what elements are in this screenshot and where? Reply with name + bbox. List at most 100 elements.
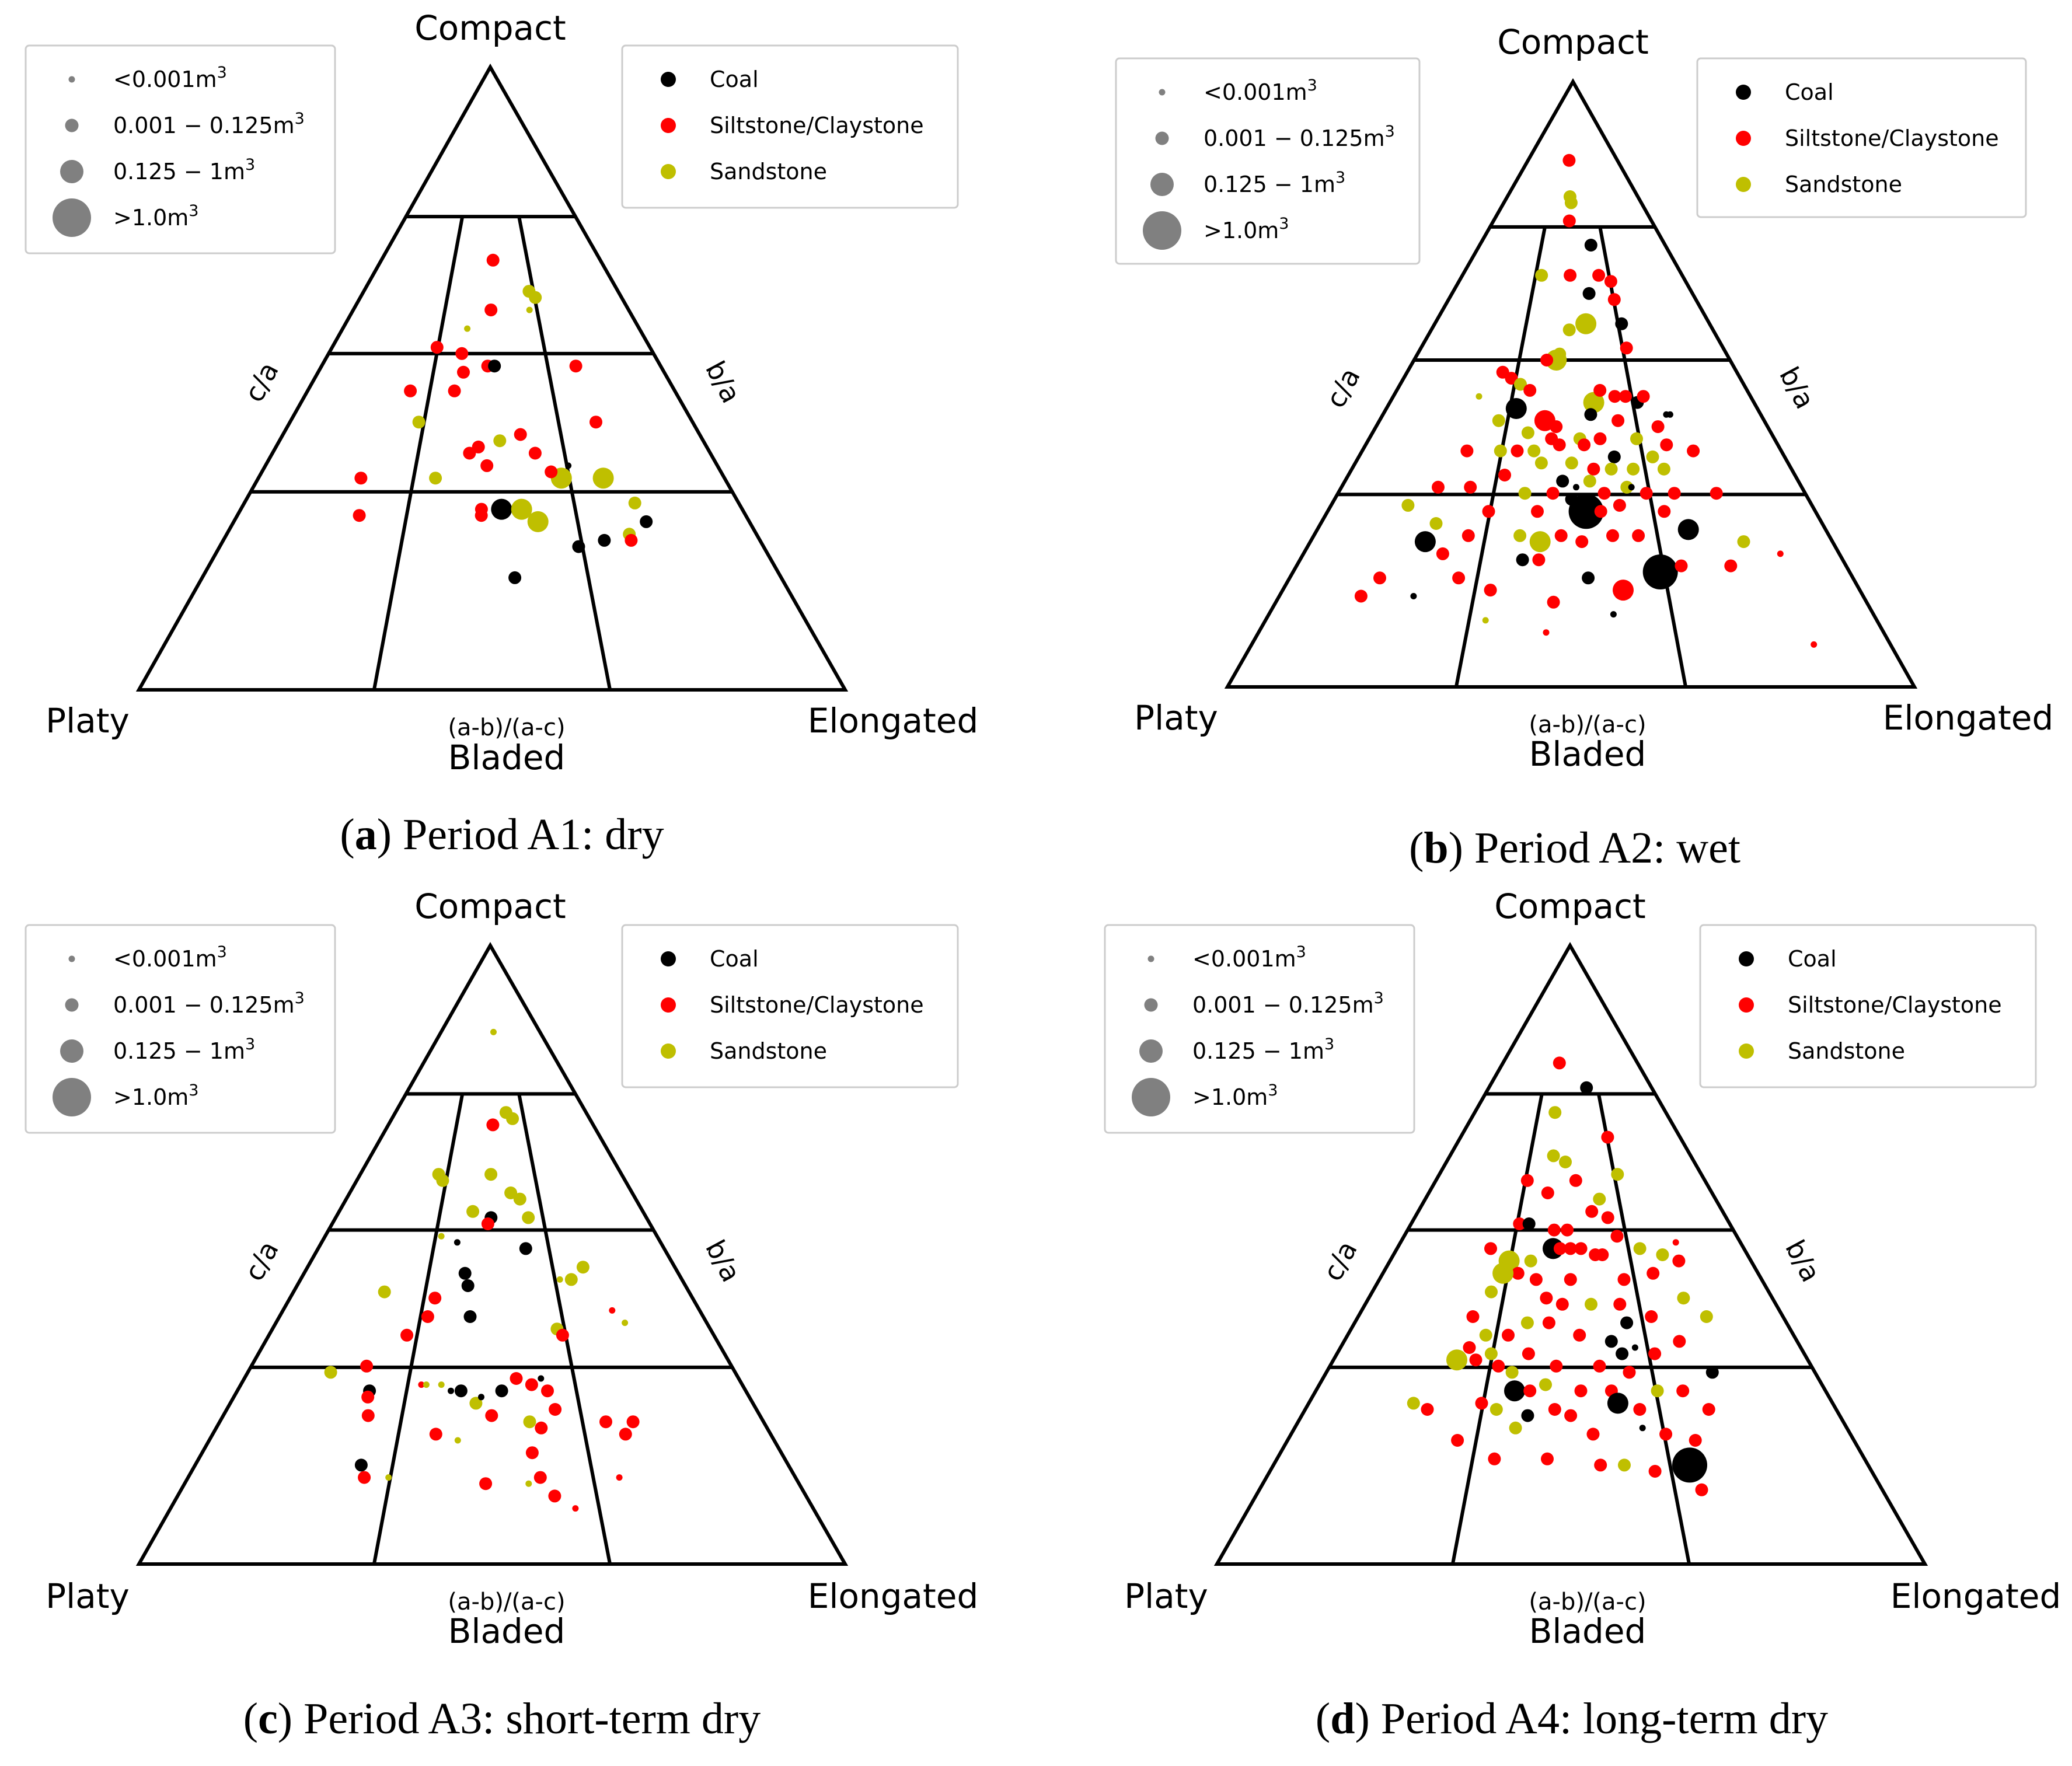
point-siltstone-10 xyxy=(1541,1186,1554,1199)
point-siltstone-79 xyxy=(1594,505,1607,518)
point-siltstone-66 xyxy=(1593,1359,1606,1373)
panel-b: Compact Platy Elongated (a-b)/(a-c)Bladed c/… xyxy=(1115,22,2054,872)
point-siltstone-55 xyxy=(429,1428,442,1441)
point-siltstone-22 xyxy=(1523,383,1537,397)
lithology-legend-label-siltstone: Siltstone/Claystone xyxy=(1788,992,2002,1018)
point-siltstone-34 xyxy=(361,1390,375,1404)
size-legend-marker-2 xyxy=(65,118,79,132)
slanted-divider-left xyxy=(1450,1093,1544,1565)
size-legend-marker-1 xyxy=(68,955,75,962)
point-coal-44 xyxy=(495,1384,508,1398)
point-coal-36 xyxy=(640,515,653,528)
point-siltstone-14 xyxy=(1513,1217,1526,1230)
lithology-legend-marker-sandstone xyxy=(661,1043,676,1059)
left-axis-label-ca: c/a xyxy=(238,1235,285,1286)
right-label-elongated: Elongated xyxy=(808,1576,979,1616)
point-siltstone-91 xyxy=(1632,529,1645,542)
lithology-legend-label-sandstone: Sandstone xyxy=(1788,1038,1905,1064)
point-siltstone-49 xyxy=(361,1409,375,1422)
point-coal-96 xyxy=(1642,554,1678,589)
point-siltstone-35 xyxy=(418,1381,425,1388)
point-coal-9 xyxy=(1582,287,1596,300)
point-siltstone-64 xyxy=(572,1505,579,1512)
point-coal-91 xyxy=(1672,1447,1707,1483)
point-siltstone-73 xyxy=(1668,487,1681,500)
point-coal-83 xyxy=(1607,1392,1628,1414)
point-siltstone-25 xyxy=(545,465,558,479)
lithology-legend-marker-sandstone xyxy=(1739,1043,1754,1059)
size-legend-marker-3 xyxy=(1139,1039,1163,1063)
lithology-legend-marker-siltstone xyxy=(1736,131,1751,146)
point-sandstone-59 xyxy=(385,1474,392,1481)
point-coal-61 xyxy=(1556,474,1569,488)
point-coal-59 xyxy=(1631,1344,1638,1351)
point-siltstone-20 xyxy=(1496,365,1509,379)
bottom-axis-label: (a-b)/(a-c) xyxy=(448,1589,565,1615)
right-label-elongated: Elongated xyxy=(1883,698,2054,738)
size-legend-box xyxy=(25,924,336,1134)
point-siltstone-20 xyxy=(463,446,476,460)
point-siltstone-24 xyxy=(1564,1242,1577,1255)
lithology-legend-marker-siltstone xyxy=(661,997,676,1013)
point-siltstone-53 xyxy=(619,1428,632,1441)
point-sandstone-13 xyxy=(1575,313,1597,334)
point-siltstone-74 xyxy=(1710,487,1723,500)
point-siltstone-17 xyxy=(1561,1223,1574,1237)
point-siltstone-54 xyxy=(1673,1335,1686,1348)
point-sandstone-25 xyxy=(1583,392,1604,413)
point-siltstone-18 xyxy=(1540,354,1554,367)
point-siltstone-21 xyxy=(1672,1239,1679,1246)
point-coal-80 xyxy=(1521,1409,1534,1422)
size-legend-marker-2 xyxy=(65,998,79,1012)
right-axis-label-ba: b/a xyxy=(699,1235,747,1287)
top-label-compact: Compact xyxy=(414,887,566,926)
point-siltstone-60 xyxy=(525,1446,539,1460)
lithology-legend-label-coal: Coal xyxy=(1788,946,1837,972)
point-sandstone-59 xyxy=(1657,462,1670,476)
point-siltstone-93 xyxy=(1436,547,1449,560)
bottom-label-bladed: Bladed xyxy=(448,1611,566,1651)
point-sandstone-50 xyxy=(523,1415,536,1429)
point-siltstone-27 xyxy=(354,472,368,485)
point-siltstone-42 xyxy=(1613,1297,1627,1311)
point-sandstone-41 xyxy=(1585,1297,1597,1311)
point-coal-57 xyxy=(354,1458,368,1472)
ternary-outline xyxy=(135,63,849,692)
point-siltstone-63 xyxy=(548,1489,561,1503)
point-sandstone-54 xyxy=(1534,456,1548,470)
ternary-outline xyxy=(1213,941,1928,1566)
lithology-legend-marker-siltstone xyxy=(661,118,676,133)
scatter-points xyxy=(324,1028,640,1512)
point-sandstone-15 xyxy=(412,416,425,429)
point-sandstone-79 xyxy=(1490,1403,1503,1416)
point-siltstone-12 xyxy=(481,1217,494,1230)
point-siltstone-110 xyxy=(1811,641,1818,648)
point-sandstone-7 xyxy=(436,1174,449,1187)
point-siltstone-27 xyxy=(1596,1248,1609,1261)
size-legend-marker-4 xyxy=(1132,1078,1170,1116)
point-sandstone-87 xyxy=(1509,1421,1522,1435)
left-label-platy: Platy xyxy=(1124,1576,1208,1616)
point-sandstone-19 xyxy=(556,1276,563,1283)
left-label-platy: Platy xyxy=(46,701,130,741)
point-sandstone-7 xyxy=(1611,1168,1624,1181)
point-coal-38 xyxy=(572,540,585,553)
bottom-axis-label: (a-b)/(a-c) xyxy=(1529,1589,1646,1615)
point-sandstone-39 xyxy=(1521,426,1534,439)
size-legend-label-3: 0.125 − 1m3 xyxy=(113,156,255,184)
point-siltstone-44 xyxy=(1578,438,1591,452)
point-siltstone-13 xyxy=(448,384,461,397)
point-sandstone-36 xyxy=(423,1381,430,1388)
point-coal-106 xyxy=(1410,593,1417,599)
point-siltstone-17 xyxy=(589,416,602,429)
point-coal-42 xyxy=(538,1375,545,1382)
right-axis-label-ba: b/a xyxy=(699,356,747,409)
point-siltstone-58 xyxy=(358,1471,371,1484)
point-siltstone-105 xyxy=(1354,589,1368,603)
point-siltstone-48 xyxy=(485,1409,498,1422)
size-legend-label-1: <0.001m3 xyxy=(113,64,227,92)
panel-caption: (d) Period A4: long-term dry xyxy=(1316,1694,1828,1743)
point-siltstone-10 xyxy=(1604,275,1617,288)
left-label-platy: Platy xyxy=(1134,698,1218,738)
